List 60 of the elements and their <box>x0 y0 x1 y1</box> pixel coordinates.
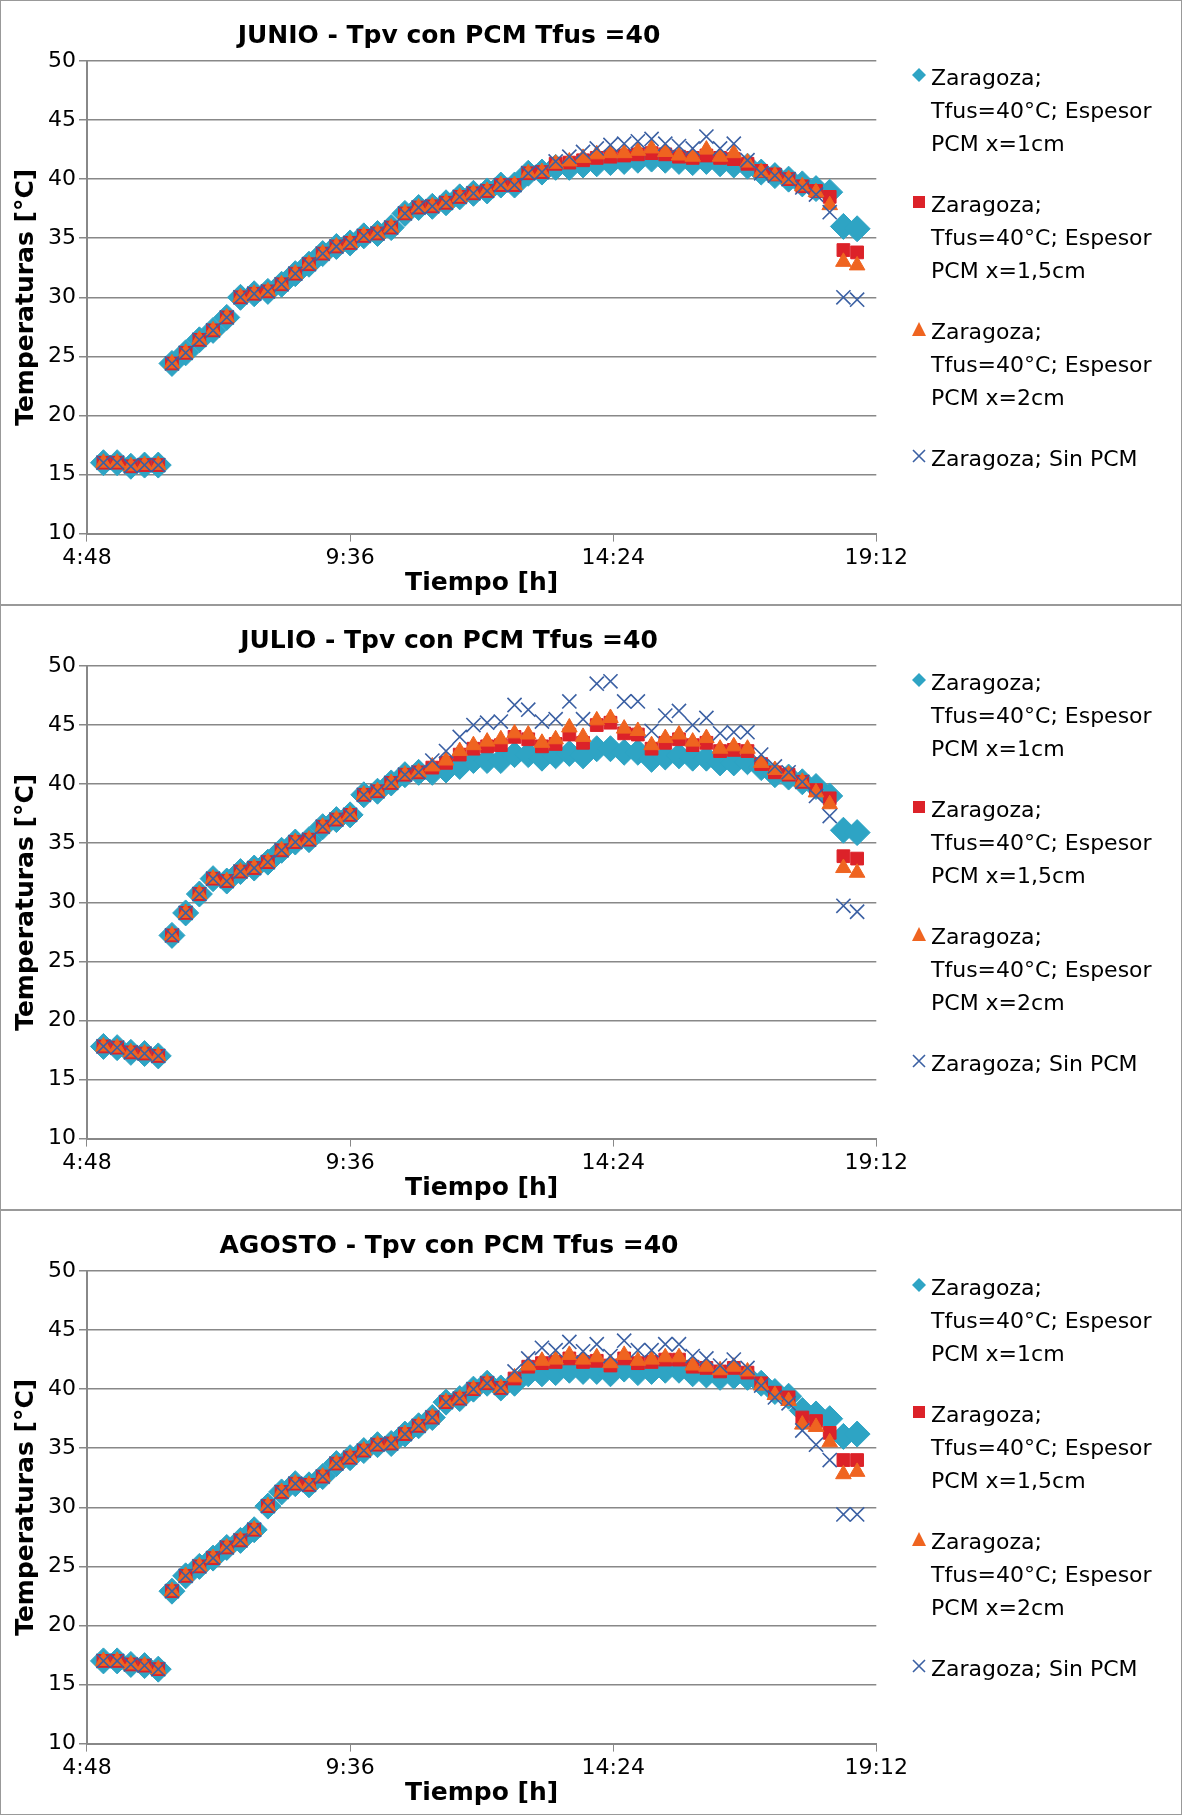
y-tick-label: 40 <box>47 164 76 190</box>
y-tick-label: 25 <box>47 342 76 368</box>
x-tick-label: 4:48 <box>62 1148 112 1174</box>
legend-label: Zaragoza; Tfus=40°C; Espesor PCM x=1cm <box>931 1274 1153 1368</box>
x-tick-label: 19:12 <box>844 1753 908 1779</box>
y-tick-label: 20 <box>47 401 76 427</box>
legend-label: Zaragoza; Tfus=40°C; Espesor PCM x=1cm <box>931 64 1153 158</box>
legend-label: Zaragoza; Tfus=40°C; Espesor PCM x=2cm <box>931 923 1153 1017</box>
y-tick-label: 50 <box>47 46 76 72</box>
x-axis-title: Tiempo [h] <box>405 566 559 596</box>
y-tick-label: 15 <box>47 1065 76 1091</box>
x-tick-label: 19:12 <box>844 1148 908 1174</box>
y-tick-label: 45 <box>47 105 76 131</box>
y-axis-title: Temperaturas [°C] <box>9 1378 39 1636</box>
y-tick-label: 10 <box>47 1729 76 1755</box>
y-axis-title: Temperaturas [°C] <box>9 168 39 426</box>
legend-label: Zaragoza; Sin PCM <box>931 1655 1138 1683</box>
y-tick-label: 40 <box>47 769 76 795</box>
chart-title: AGOSTO - Tpv con PCM Tfus =40 <box>219 1229 679 1259</box>
y-tick-label: 15 <box>47 1670 76 1696</box>
y-tick-label: 35 <box>47 1433 76 1459</box>
chart-title: JULIO - Tpv con PCM Tfus =40 <box>238 624 658 654</box>
legend-label: Zaragoza; Tfus=40°C; Espesor PCM x=1,5cm <box>931 796 1153 890</box>
legend-label: Zaragoza; Tfus=40°C; Espesor PCM x=2cm <box>931 1528 1153 1622</box>
y-tick-label: 35 <box>47 223 76 249</box>
x-tick-label: 9:36 <box>325 1148 375 1174</box>
y-tick-label: 30 <box>47 283 76 309</box>
y-tick-label: 10 <box>47 1124 76 1150</box>
x-axis-title: Tiempo [h] <box>405 1776 559 1806</box>
legend-label: Zaragoza; Tfus=40°C; Espesor PCM x=1,5cm <box>931 191 1153 285</box>
x-tick-label: 9:36 <box>325 543 375 569</box>
legend-label: Zaragoza; Sin PCM <box>931 1050 1138 1078</box>
y-tick-label: 30 <box>47 1493 76 1519</box>
y-tick-label: 10 <box>47 519 76 545</box>
legend-label: Zaragoza; Tfus=40°C; Espesor PCM x=1,5cm <box>931 1401 1153 1495</box>
y-tick-label: 50 <box>47 1256 76 1282</box>
y-tick-label: 20 <box>47 1611 76 1637</box>
chart-title: JUNIO - Tpv con PCM Tfus =40 <box>235 19 661 49</box>
x-axis-title: Tiempo [h] <box>405 1171 559 1201</box>
legend-label: Zaragoza; Sin PCM <box>931 445 1138 473</box>
x-tick-label: 14:24 <box>581 543 645 569</box>
x-tick-label: 14:24 <box>581 1148 645 1174</box>
y-tick-label: 25 <box>47 1552 76 1578</box>
y-tick-label: 20 <box>47 1006 76 1032</box>
x-tick-label: 9:36 <box>325 1753 375 1779</box>
y-tick-label: 45 <box>47 710 76 736</box>
legend-label: Zaragoza; Tfus=40°C; Espesor PCM x=1cm <box>931 669 1153 763</box>
x-tick-label: 4:48 <box>62 543 112 569</box>
y-tick-label: 40 <box>47 1374 76 1400</box>
x-tick-label: 4:48 <box>62 1753 112 1779</box>
y-axis-title: Temperaturas [°C] <box>9 773 39 1031</box>
y-tick-label: 45 <box>47 1315 76 1341</box>
legend-label: Zaragoza; Tfus=40°C; Espesor PCM x=2cm <box>931 318 1153 412</box>
y-tick-label: 35 <box>47 828 76 854</box>
x-tick-label: 19:12 <box>844 543 908 569</box>
y-tick-label: 30 <box>47 888 76 914</box>
x-tick-label: 14:24 <box>581 1753 645 1779</box>
y-tick-label: 25 <box>47 947 76 973</box>
y-tick-label: 15 <box>47 460 76 486</box>
y-tick-label: 50 <box>47 651 76 677</box>
